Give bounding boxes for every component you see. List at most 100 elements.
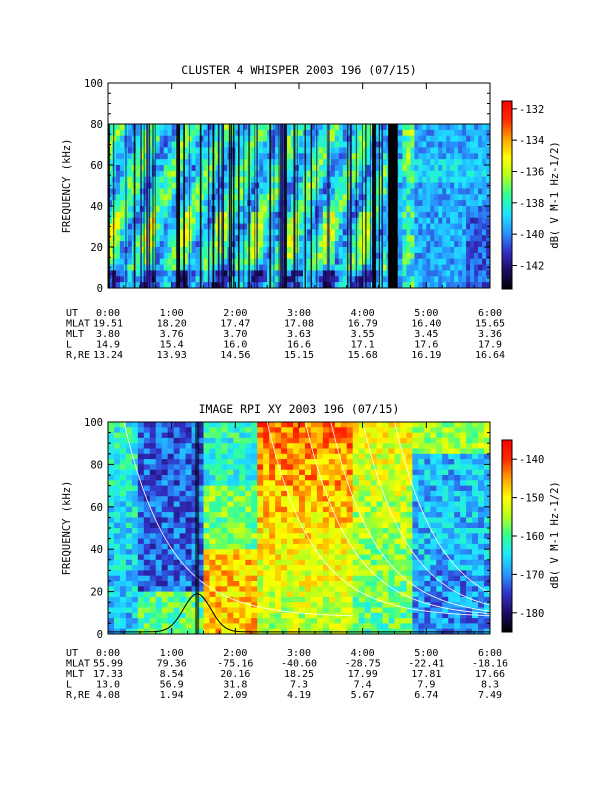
heat-cell bbox=[458, 194, 463, 201]
heat-cell bbox=[402, 241, 408, 248]
heat-cell bbox=[119, 264, 125, 272]
heat-cell bbox=[173, 437, 181, 444]
heat-cell bbox=[299, 570, 306, 577]
heat-cell bbox=[352, 628, 360, 634]
heat-cell bbox=[179, 522, 187, 529]
heat-cell bbox=[358, 496, 366, 502]
heat-cell bbox=[352, 453, 360, 460]
heat-cell bbox=[223, 176, 228, 184]
heat-cell bbox=[173, 517, 181, 524]
heat-cell bbox=[167, 443, 175, 449]
heat-cell bbox=[269, 490, 276, 497]
heat-cell bbox=[187, 264, 193, 272]
heat-cell bbox=[410, 264, 415, 272]
heat-cell bbox=[271, 276, 276, 283]
heat-cell bbox=[446, 182, 451, 190]
heat-cell bbox=[370, 437, 378, 444]
heat-cell bbox=[127, 206, 133, 213]
heat-cell bbox=[207, 170, 213, 178]
heat-cell bbox=[450, 135, 455, 143]
heat-cell bbox=[316, 422, 324, 428]
heat-cell bbox=[163, 247, 169, 254]
heat-cell bbox=[382, 469, 390, 476]
heat-cell bbox=[334, 501, 342, 508]
heat-cell bbox=[430, 182, 435, 190]
heat-cell bbox=[293, 565, 300, 571]
heat-cell bbox=[207, 264, 213, 272]
heat-cell bbox=[167, 258, 173, 266]
heat-cell bbox=[203, 459, 210, 465]
heat-cell bbox=[245, 517, 252, 524]
heat-cell bbox=[374, 258, 380, 266]
heat-cell bbox=[370, 506, 378, 513]
heat-cell bbox=[203, 235, 209, 242]
heat-cell bbox=[446, 141, 451, 149]
heat-cell bbox=[388, 618, 395, 624]
heat-cell bbox=[269, 586, 276, 593]
heat-cell bbox=[143, 270, 149, 277]
heat-cell bbox=[482, 270, 487, 277]
heat-cell bbox=[215, 480, 222, 487]
heat-cell bbox=[215, 501, 222, 508]
heat-cell bbox=[245, 480, 252, 487]
heat-cell bbox=[322, 170, 328, 178]
heat-cell bbox=[239, 165, 244, 172]
heat-cell bbox=[412, 554, 419, 561]
heat-cell bbox=[191, 501, 199, 508]
heat-cell bbox=[263, 211, 268, 219]
heat-cell bbox=[227, 432, 234, 439]
heat-cell bbox=[137, 628, 145, 634]
heat-cell bbox=[352, 607, 360, 614]
heat-cell bbox=[197, 575, 204, 582]
heat-cell bbox=[173, 512, 181, 518]
heat-cell bbox=[398, 170, 404, 178]
heat-cell bbox=[394, 538, 401, 545]
heat-cell bbox=[374, 182, 380, 190]
heat-cell bbox=[263, 496, 270, 502]
heat-cell bbox=[257, 565, 264, 571]
heat-cell bbox=[293, 506, 300, 513]
heat-cell bbox=[155, 194, 161, 201]
heat-cell bbox=[318, 270, 324, 277]
heat-cell bbox=[243, 235, 248, 242]
heat-cell bbox=[293, 618, 300, 624]
heat-cell bbox=[316, 565, 324, 571]
heat-cell bbox=[478, 247, 483, 254]
heat-cell bbox=[346, 264, 352, 272]
heat-cell bbox=[159, 235, 165, 242]
heat-cell bbox=[422, 252, 427, 260]
heat-cell bbox=[402, 153, 408, 160]
heat-cell bbox=[269, 501, 276, 508]
heat-cell bbox=[155, 270, 161, 277]
heat-cell bbox=[458, 188, 463, 195]
heat-cell bbox=[185, 554, 193, 561]
heat-cell bbox=[203, 182, 209, 190]
heat-cell bbox=[131, 459, 139, 465]
heat-cell bbox=[304, 485, 312, 492]
heat-cell bbox=[251, 124, 256, 131]
heat-cell bbox=[291, 170, 296, 178]
heat-cell bbox=[199, 135, 205, 143]
heat-cell bbox=[388, 602, 395, 608]
heat-cell bbox=[406, 517, 413, 524]
heat-cell bbox=[171, 153, 177, 160]
heat-cell bbox=[179, 565, 187, 571]
heat-cell bbox=[143, 602, 151, 608]
heat-cell bbox=[346, 211, 352, 219]
heat-cell bbox=[195, 211, 201, 219]
heat-cell bbox=[137, 464, 145, 471]
heat-cell bbox=[207, 165, 213, 172]
heat-cell bbox=[442, 170, 447, 178]
heat-cell bbox=[354, 264, 360, 272]
heat-cell bbox=[263, 543, 270, 550]
heat-cell bbox=[185, 565, 193, 571]
heat-cell bbox=[370, 422, 378, 428]
heat-cell bbox=[199, 182, 205, 190]
heat-cell bbox=[143, 437, 151, 444]
heat-cell bbox=[195, 147, 201, 154]
ephemeris-value: 5:00 bbox=[414, 308, 438, 319]
heat-cell bbox=[275, 538, 282, 545]
heat-cell bbox=[151, 159, 157, 166]
heat-cell bbox=[243, 206, 248, 213]
heat-cell bbox=[338, 141, 344, 149]
